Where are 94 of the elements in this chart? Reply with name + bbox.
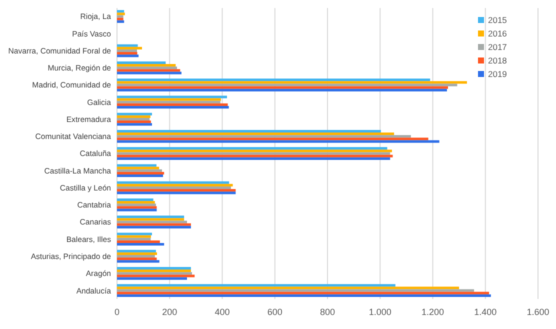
bar bbox=[117, 284, 396, 287]
bar bbox=[117, 174, 164, 178]
bar bbox=[117, 254, 155, 258]
bar bbox=[117, 166, 160, 170]
bar bbox=[117, 272, 192, 275]
bar bbox=[117, 289, 474, 292]
bar bbox=[117, 216, 184, 218]
bar bbox=[117, 294, 491, 297]
x-tick-label: 1.000 bbox=[368, 307, 392, 317]
bar bbox=[117, 81, 467, 84]
bar bbox=[117, 154, 393, 158]
bar bbox=[117, 232, 152, 236]
bar bbox=[117, 274, 195, 278]
bar bbox=[117, 103, 228, 106]
x-tick-label: 200 bbox=[162, 307, 178, 317]
bar bbox=[117, 270, 191, 272]
bar bbox=[117, 72, 182, 74]
bar bbox=[117, 252, 157, 255]
bar bbox=[117, 226, 191, 228]
bar bbox=[117, 235, 151, 238]
bar bbox=[117, 138, 428, 140]
bar bbox=[117, 64, 176, 67]
bar bbox=[117, 238, 151, 240]
bar bbox=[117, 88, 447, 92]
bar bbox=[117, 130, 381, 133]
bar bbox=[117, 84, 458, 86]
x-tick-label: 0 bbox=[114, 307, 120, 317]
bar bbox=[117, 240, 160, 243]
bar bbox=[117, 192, 236, 194]
bar bbox=[117, 49, 137, 52]
bar bbox=[117, 115, 150, 118]
bar bbox=[117, 69, 180, 72]
bar bbox=[117, 181, 230, 184]
legend-label: 2015 bbox=[488, 14, 508, 25]
bar bbox=[117, 286, 460, 290]
x-tick-label: 1.400 bbox=[474, 307, 497, 317]
legend-label: 2019 bbox=[488, 68, 508, 79]
bar bbox=[117, 152, 390, 155]
x-tick-label: 1.200 bbox=[421, 307, 444, 317]
bar bbox=[117, 147, 388, 150]
bar bbox=[117, 150, 392, 152]
bar bbox=[117, 66, 177, 70]
bar bbox=[117, 292, 490, 294]
bar bbox=[117, 18, 124, 20]
bar bbox=[117, 250, 156, 252]
bar bbox=[117, 140, 440, 143]
bar bbox=[117, 186, 231, 190]
bar bbox=[117, 198, 154, 202]
bar bbox=[117, 135, 411, 138]
bar bbox=[117, 184, 233, 186]
bar bbox=[117, 260, 160, 263]
bar bbox=[117, 12, 125, 16]
bar bbox=[117, 201, 155, 204]
bar bbox=[117, 54, 139, 58]
bar bbox=[117, 106, 229, 109]
bar bbox=[117, 242, 164, 246]
bar bbox=[117, 206, 157, 209]
bar bbox=[117, 44, 138, 47]
bar bbox=[117, 258, 157, 260]
bar bbox=[117, 189, 236, 192]
x-tick-label: 600 bbox=[267, 307, 282, 317]
bar bbox=[117, 157, 390, 160]
legend-label: 2018 bbox=[488, 55, 508, 66]
bar bbox=[117, 52, 138, 55]
bar bbox=[117, 78, 430, 82]
bar bbox=[117, 98, 221, 101]
bar bbox=[117, 61, 166, 64]
bar bbox=[117, 120, 151, 124]
bar bbox=[117, 223, 191, 226]
x-tick-label: 800 bbox=[320, 307, 336, 317]
bar bbox=[117, 208, 157, 212]
bar bbox=[117, 10, 124, 13]
bar bbox=[117, 277, 187, 280]
bar bbox=[117, 169, 162, 172]
bar bbox=[117, 204, 156, 206]
bar bbox=[117, 20, 124, 23]
bar bbox=[117, 46, 142, 50]
legend-label: 2016 bbox=[488, 28, 508, 38]
bar bbox=[117, 123, 152, 126]
bar bbox=[117, 172, 164, 174]
x-tick-label: 400 bbox=[214, 307, 230, 317]
bar bbox=[117, 164, 156, 167]
bar bbox=[117, 112, 152, 116]
bar bbox=[117, 96, 227, 98]
bar bbox=[117, 218, 184, 221]
legend-label: 2017 bbox=[488, 42, 508, 52]
bar bbox=[117, 266, 191, 270]
bar bbox=[117, 220, 187, 224]
bar bbox=[117, 100, 220, 104]
bar bbox=[117, 132, 394, 136]
x-tick-label: 1.600 bbox=[526, 307, 550, 317]
bar bbox=[117, 118, 150, 121]
bar bbox=[117, 86, 448, 89]
bar bbox=[117, 15, 124, 18]
